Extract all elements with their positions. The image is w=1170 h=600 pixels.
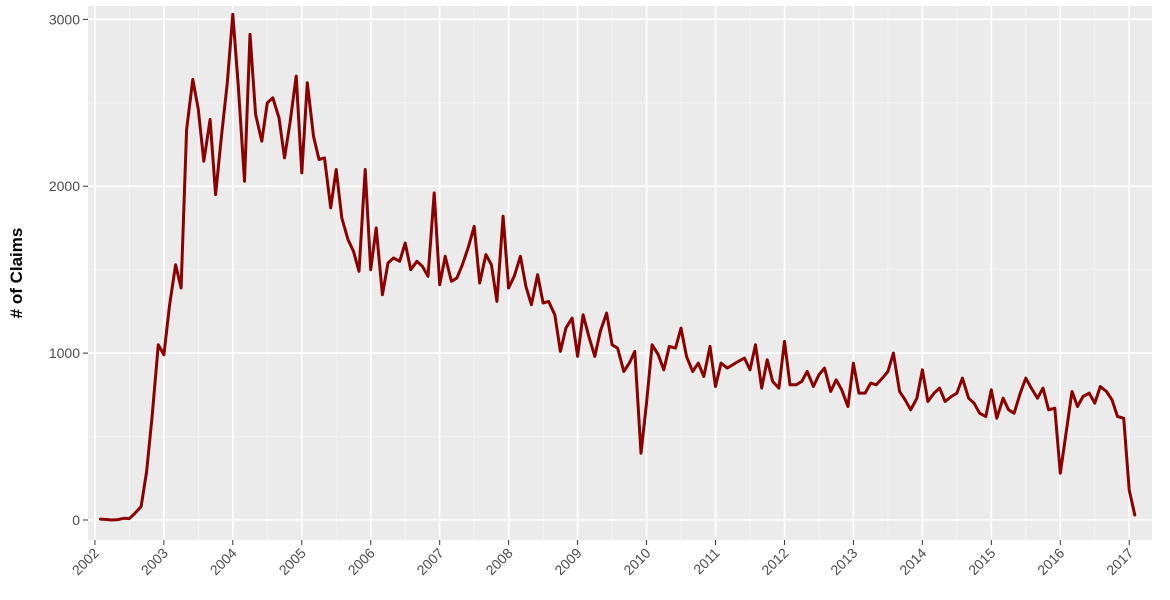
x-tick-label: 2003 xyxy=(138,545,171,578)
x-tick-label: 2007 xyxy=(413,545,446,578)
x-tick-label: 2005 xyxy=(276,545,309,578)
y-axis-title: # of Claims xyxy=(7,228,26,319)
x-tick-label: 2009 xyxy=(551,545,584,578)
y-tick-label: 0 xyxy=(72,512,80,528)
y-tick-label: 2000 xyxy=(49,178,80,194)
x-tick-label: 2015 xyxy=(965,545,998,578)
y-tick-label: 3000 xyxy=(49,11,80,27)
minor-gridlines xyxy=(88,6,1152,540)
x-tick-label: 2006 xyxy=(344,545,377,578)
y-tick-label: 1000 xyxy=(49,345,80,361)
x-tick-label: 2008 xyxy=(482,545,515,578)
x-tick-label: 2017 xyxy=(1103,545,1136,578)
x-tick-label: 2010 xyxy=(620,545,653,578)
x-tick-label: 2004 xyxy=(207,545,240,578)
x-tick-label: 2016 xyxy=(1034,545,1067,578)
x-tick-label: 2012 xyxy=(758,545,791,578)
y-axis: 0 1000 2000 3000 xyxy=(49,11,88,528)
series-layer xyxy=(98,12,1137,522)
x-axis: 2002 2003 2004 2005 2006 2007 2008 2009 2010 2011… xyxy=(69,540,1137,578)
x-tick-label: 2011 xyxy=(690,545,723,578)
plot-panel xyxy=(88,6,1152,540)
series-line xyxy=(98,12,1137,522)
x-tick-label: 2013 xyxy=(827,545,860,578)
x-tick-label: 2002 xyxy=(69,545,102,578)
x-tick-label: 2014 xyxy=(896,545,929,578)
